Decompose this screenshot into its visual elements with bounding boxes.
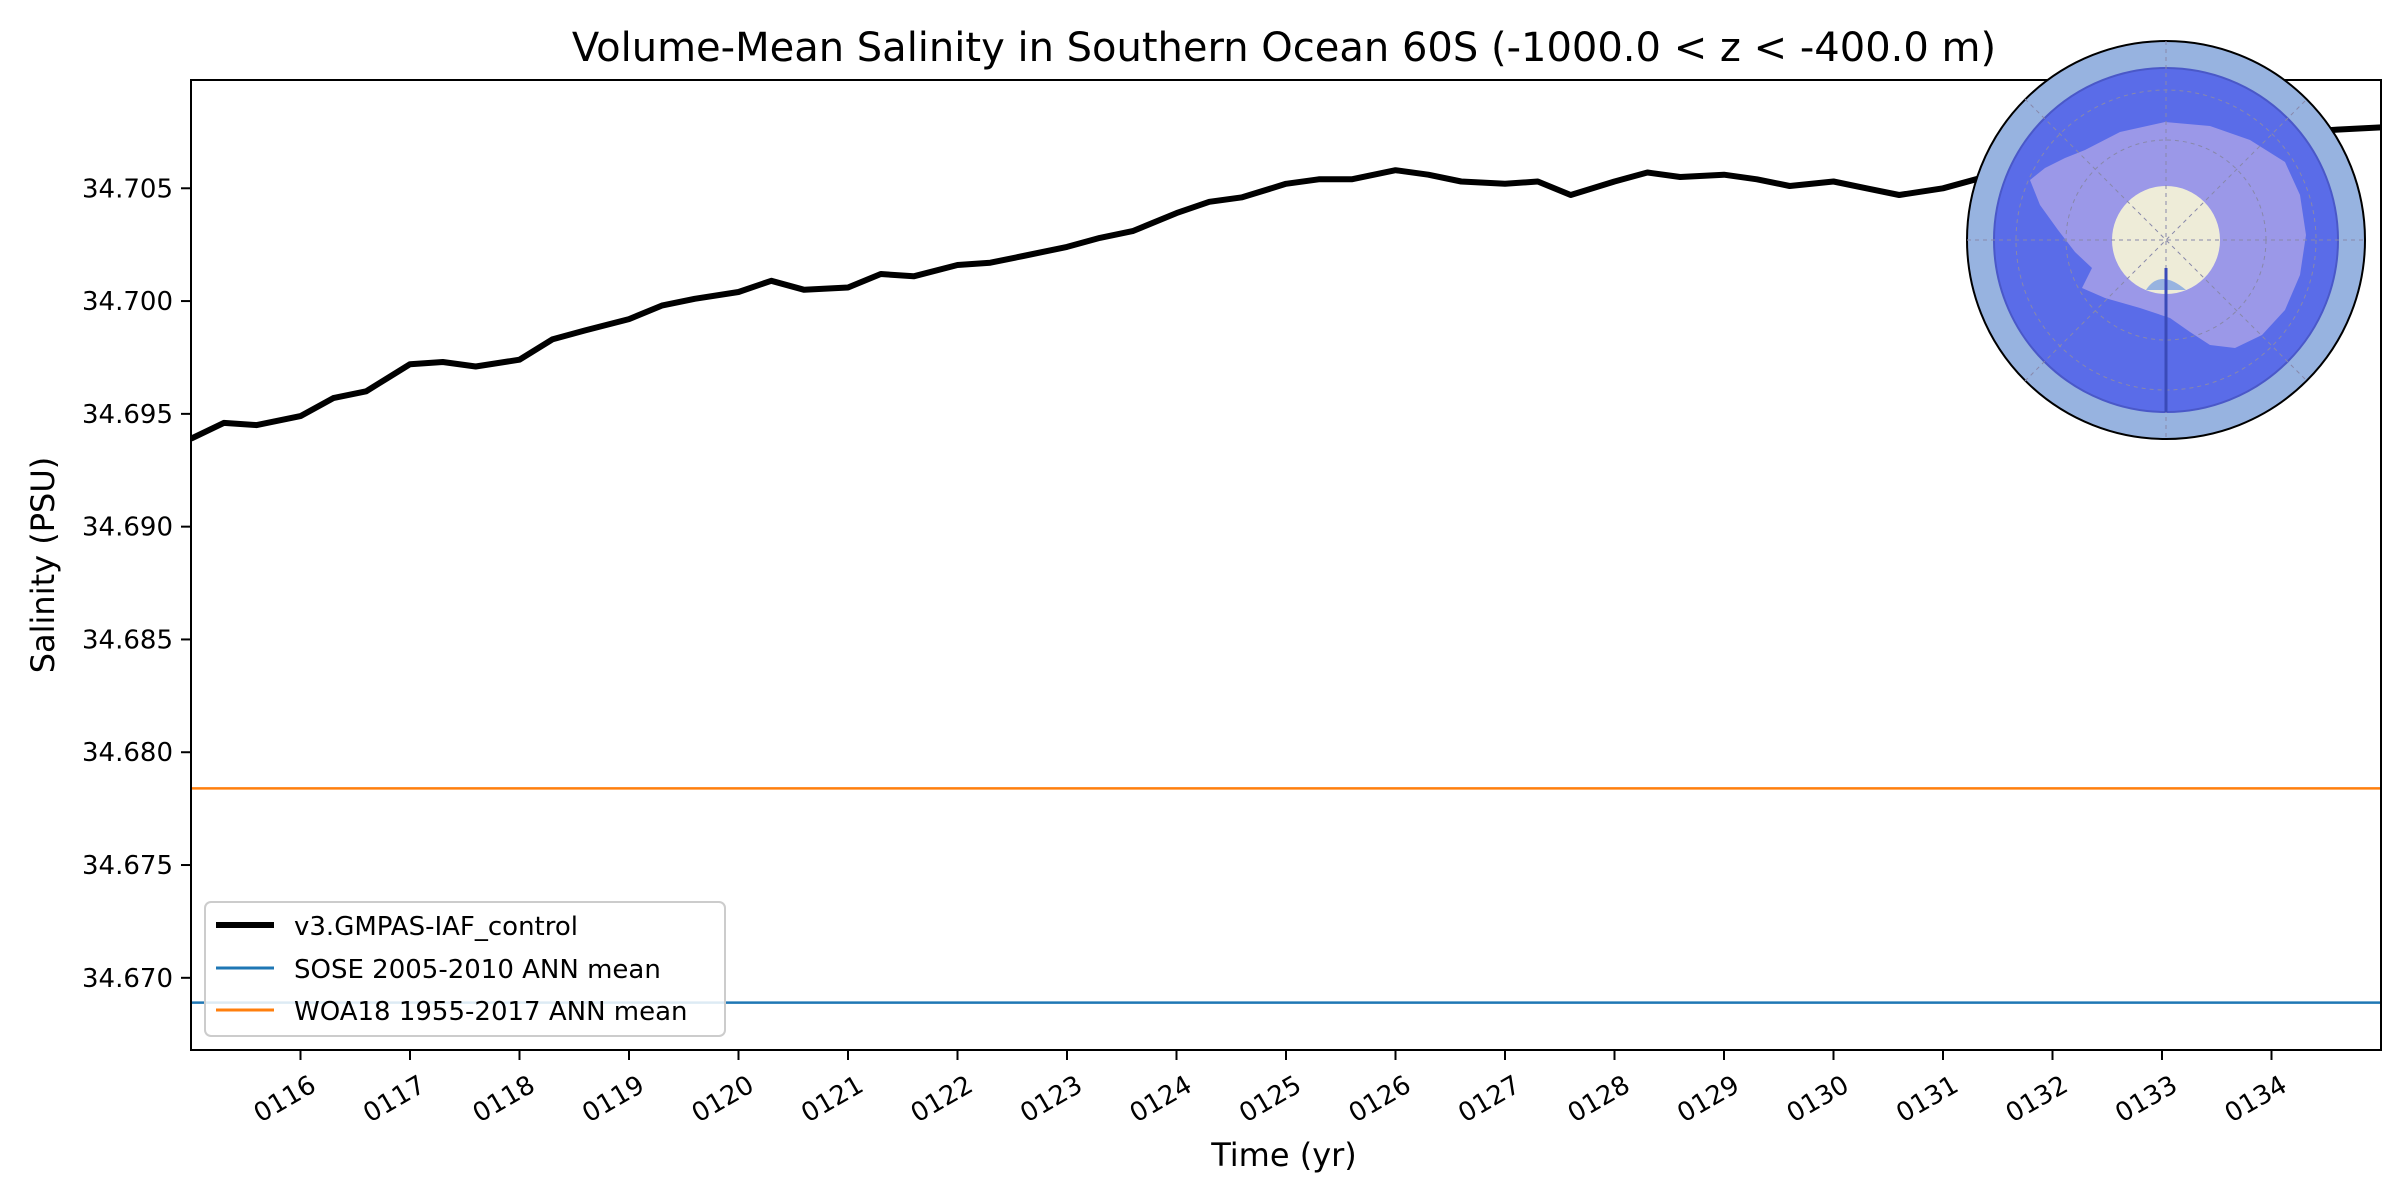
x-axis-label: Time (yr) [1210,1136,1357,1174]
y-tick-label: 34.690 [82,513,173,543]
y-tick-label: 34.680 [82,738,173,768]
y-tick-label: 34.675 [82,851,173,881]
x-tick-label: 0128 [1563,1070,1635,1129]
x-tick-label: 0132 [2001,1070,2073,1129]
y-tick-label: 34.700 [82,287,173,317]
y-tick-label: 34.685 [82,625,173,655]
y-tick-label: 34.670 [82,964,173,994]
x-tick-label: 0131 [1891,1070,1963,1129]
x-tick-label: 0133 [2110,1070,2182,1129]
x-tick-label: 0123 [1015,1070,1087,1129]
x-tick-label: 0119 [577,1070,649,1129]
x-tick-label: 0121 [796,1070,868,1129]
x-tick-label: 0116 [249,1070,321,1129]
y-tick-label: 34.705 [82,174,173,204]
x-tick-label: 0117 [358,1070,430,1129]
y-tick-label: 34.695 [82,400,173,430]
chart-title: Volume-Mean Salinity in Southern Ocean 6… [572,25,1996,71]
x-tick-label: 0130 [1782,1070,1854,1129]
x-tick-label: 0126 [1344,1070,1416,1129]
x-tick-label: 0134 [2220,1070,2292,1129]
x-tick-label: 0118 [468,1070,540,1129]
legend-label-control: v3.GMPAS-IAF_control [294,912,578,942]
x-tick-label: 0125 [1234,1070,1306,1129]
x-tick-label: 0129 [1672,1070,1744,1129]
x-tick-label: 0122 [906,1070,978,1129]
legend-label-sose: SOSE 2005-2010 ANN mean [294,955,661,985]
y-axis-label: Salinity (PSU) [24,457,62,674]
southern-ocean-region-map [1966,40,2366,440]
legend-label-woa18: WOA18 1955-2017 ANN mean [294,997,688,1027]
x-tick-label: 0120 [687,1070,759,1129]
legend-box [204,901,726,1037]
legend: v3.GMPAS-IAF_control SOSE 2005-2010 ANN … [204,901,726,1037]
x-tick-label: 0124 [1125,1070,1197,1129]
x-tick-label: 0127 [1453,1070,1525,1129]
